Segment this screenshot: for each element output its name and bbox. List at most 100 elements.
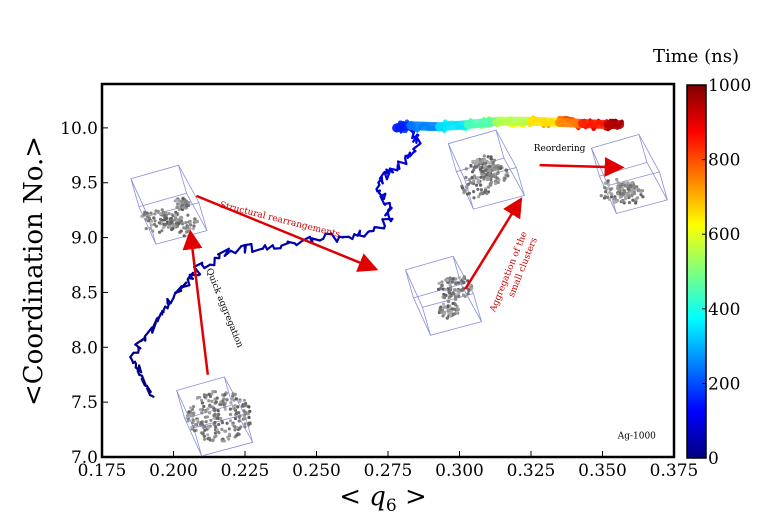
cluster-particle [503, 176, 507, 180]
cluster-particle [441, 314, 445, 318]
cube-edge [193, 427, 203, 457]
x-tick-label: 0.225 [221, 461, 270, 481]
cube-edge [495, 129, 505, 159]
colorbar-tick-label: 800 [708, 151, 740, 171]
cluster-particle [620, 199, 624, 203]
cube-edge [515, 167, 525, 196]
cluster-particle [225, 421, 229, 425]
cluster-particle [234, 397, 238, 401]
cluster-particle [143, 213, 147, 217]
cluster-inset-reordered [590, 134, 668, 214]
cluster-particle [168, 225, 172, 229]
colorbar-tick-label: 400 [708, 300, 740, 320]
cluster-particle [454, 282, 458, 286]
cluster-particle [607, 183, 611, 187]
cluster-particle [506, 174, 510, 178]
cube-edge [473, 293, 482, 322]
cluster-particle [181, 197, 185, 201]
cluster-particle [463, 294, 467, 298]
cluster-particle [161, 210, 165, 214]
cluster-particle [248, 421, 252, 425]
cluster-particle [609, 192, 613, 196]
cluster-particle [182, 226, 186, 230]
cluster-particle [243, 425, 247, 429]
cluster-particle [615, 177, 619, 182]
cluster-particle [444, 288, 448, 292]
cluster-particle [192, 405, 196, 409]
cluster-particle [237, 419, 241, 423]
cluster-particle [214, 425, 218, 429]
cluster-particle [473, 160, 477, 164]
x-axis-title: < q6 > [339, 482, 427, 516]
cluster-particle [144, 227, 148, 231]
cluster-particle [212, 416, 216, 420]
cluster-particle [602, 196, 607, 200]
cluster-particle [491, 160, 495, 165]
cluster-particle [450, 307, 454, 311]
cluster-particle [629, 185, 633, 189]
cluster-particle [209, 405, 213, 409]
cube-edge [176, 390, 186, 419]
x-tick-label: 0.250 [292, 461, 341, 481]
cluster-particle [631, 187, 635, 191]
cluster-particle [478, 168, 483, 172]
cluster-particle [476, 179, 481, 183]
cluster-particle [157, 230, 162, 234]
cluster-particle [472, 179, 476, 183]
cluster-particle [624, 194, 628, 198]
cluster-particle [207, 392, 211, 396]
cluster-particle [243, 422, 247, 426]
cluster-particle [216, 409, 220, 413]
cluster-particle [205, 415, 210, 419]
trajectory-segment [150, 317, 158, 331]
cluster-particle [488, 164, 492, 168]
y-tick-label: 8.0 [71, 338, 98, 358]
cluster-particle [171, 227, 175, 231]
cluster-particle [206, 433, 210, 437]
cube-edge [447, 143, 457, 172]
trajectory-segment [375, 226, 386, 230]
cluster-particle [214, 434, 218, 438]
trajectory-segment [234, 245, 243, 255]
cluster-particle [198, 408, 203, 412]
trajectory-segment [286, 240, 296, 245]
cluster-particle [200, 401, 204, 405]
cluster-particle [175, 205, 179, 209]
cluster-particle [247, 415, 251, 420]
cluster-particle [223, 393, 227, 397]
cluster-particle [442, 296, 447, 300]
trajectory-line [129, 115, 625, 398]
cluster-particle [247, 405, 251, 409]
cluster-particle [199, 420, 203, 425]
colorbar-tick-label: 600 [708, 225, 740, 245]
cluster-inset-initial [176, 376, 254, 457]
y-tick-label: 8.5 [71, 283, 98, 303]
cube-edge [198, 202, 208, 231]
cluster-particle [181, 222, 185, 226]
cluster-particle [211, 439, 215, 443]
cluster-particle [479, 175, 483, 179]
cluster-particle [481, 169, 485, 174]
cluster-particle [445, 316, 450, 320]
transition-arrow [464, 197, 523, 290]
colorbar-gradient [686, 84, 707, 459]
cluster-particle [467, 288, 471, 293]
cluster-particle [482, 164, 486, 168]
cluster-particle [220, 421, 225, 425]
cluster-particle [233, 407, 237, 411]
cluster-particle [219, 402, 223, 406]
cluster-particle [631, 198, 635, 202]
trajectory-band [434, 120, 473, 132]
cluster-particle [233, 404, 237, 408]
cluster-particle [191, 421, 195, 425]
cluster-particle [203, 425, 207, 429]
cluster-particle [210, 399, 214, 403]
cluster-particle [599, 194, 603, 198]
trajectory-segment [250, 243, 254, 253]
cluster-particle [441, 287, 445, 291]
cluster-particle [460, 288, 464, 292]
cluster-particle [482, 157, 486, 161]
cluster-particle [182, 234, 186, 238]
cluster-particle [639, 190, 643, 194]
trajectory-segment [330, 232, 339, 243]
